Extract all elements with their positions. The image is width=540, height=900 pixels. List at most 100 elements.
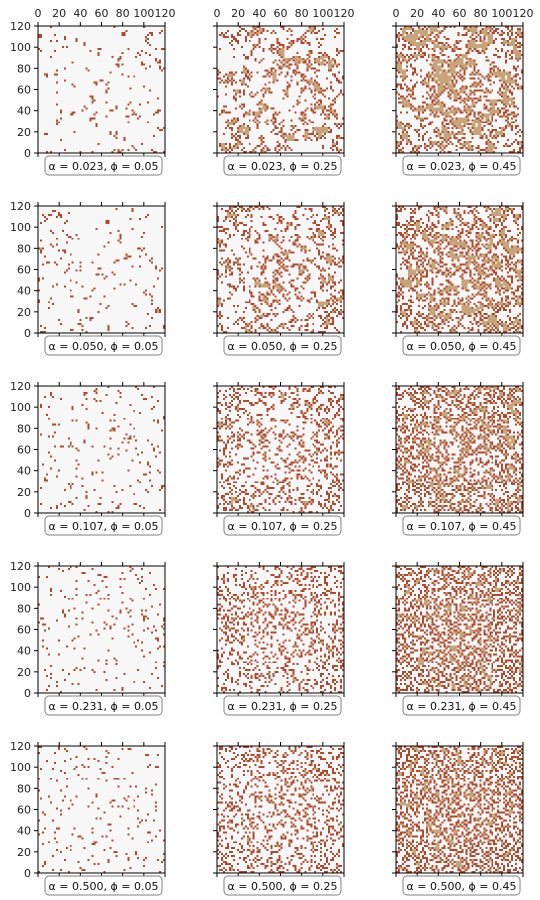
y-tick-label: 60 bbox=[17, 624, 31, 637]
y-tick-label: 120 bbox=[10, 560, 31, 573]
y-tick-label: 20 bbox=[17, 486, 31, 499]
lattice-heatmap-image bbox=[396, 206, 523, 333]
y-tick-label: 60 bbox=[17, 444, 31, 457]
panel-label: α = 0.107, ϕ = 0.45 bbox=[407, 520, 517, 533]
lattice-heatmap-image bbox=[217, 206, 344, 333]
x-tick-label: 0 bbox=[35, 7, 42, 20]
lattice-heatmap-image bbox=[396, 566, 523, 693]
x-tick-label: 100 bbox=[312, 7, 333, 20]
panel-label: α = 0.231, ϕ = 0.05 bbox=[49, 700, 159, 713]
panel-label: α = 0.023, ϕ = 0.05 bbox=[49, 160, 159, 173]
panel-label-box bbox=[44, 695, 163, 716]
panel-label-box bbox=[44, 515, 163, 536]
y-tick-label: 80 bbox=[17, 602, 31, 615]
lattice-panel: 0 20 40 60 80 100 120 α = 0.023, ϕ = 0.25 bbox=[213, 7, 355, 176]
panel-label-box bbox=[402, 515, 521, 536]
y-tick-label: 100 bbox=[10, 41, 31, 54]
lattice-panel: α = 0.231, ϕ = 0.25 bbox=[213, 562, 345, 716]
lattice-heatmap-image bbox=[38, 386, 165, 513]
y-tick-label: 40 bbox=[17, 285, 31, 298]
panel-label: α = 0.500, ϕ = 0.25 bbox=[228, 880, 338, 893]
y-tick-label: 120 bbox=[10, 200, 31, 213]
panel-label-box bbox=[223, 695, 342, 716]
x-tick-label: 60 bbox=[95, 7, 109, 20]
lattice-panel: α = 0.500, ϕ = 0.45 bbox=[392, 742, 524, 896]
panel-label: α = 0.500, ϕ = 0.45 bbox=[407, 880, 517, 893]
panel-label-box bbox=[223, 515, 342, 536]
lattice-heatmap-image bbox=[217, 26, 344, 153]
y-tick-label: 60 bbox=[17, 804, 31, 817]
x-tick-label: 100 bbox=[133, 7, 154, 20]
y-tick-label: 0 bbox=[24, 507, 31, 520]
y-tick-label: 100 bbox=[10, 401, 31, 414]
panel-label: α = 0.050, ϕ = 0.25 bbox=[228, 340, 338, 353]
lattice-panel: α = 0.231, ϕ = 0.45 bbox=[392, 562, 524, 716]
lattice-panel: 0 20 40 60 80 100 120 α = 0.023, ϕ = 0.45 bbox=[392, 7, 534, 176]
y-tick-label: 20 bbox=[17, 306, 31, 319]
panel-label: α = 0.023, ϕ = 0.45 bbox=[407, 160, 517, 173]
lattice-panel: α = 0.107, ϕ = 0.45 bbox=[392, 382, 524, 536]
x-tick-label: 40 bbox=[252, 7, 266, 20]
panel-label: α = 0.050, ϕ = 0.05 bbox=[49, 340, 159, 353]
y-tick-label: 40 bbox=[17, 105, 31, 118]
panel-label-box bbox=[223, 335, 342, 356]
lattice-heatmap-image bbox=[38, 746, 165, 873]
x-tick-label: 120 bbox=[155, 7, 176, 20]
y-tick-label: 120 bbox=[10, 740, 31, 753]
x-tick-label: 20 bbox=[410, 7, 424, 20]
y-tick-label: 80 bbox=[17, 242, 31, 255]
x-tick-label: 0 bbox=[214, 7, 221, 20]
lattice-panel: 0 20 40 60 80 100 120 α = 0.050, ϕ = 0.05 bbox=[10, 200, 166, 356]
panel-label-box bbox=[402, 695, 521, 716]
y-tick-label: 100 bbox=[10, 581, 31, 594]
panel-label-box bbox=[402, 155, 521, 176]
lattice-heatmap-image bbox=[217, 746, 344, 873]
lattice-heatmap-image bbox=[396, 386, 523, 513]
lattice-panel: α = 0.050, ϕ = 0.45 bbox=[392, 202, 524, 356]
panel-label: α = 0.231, ϕ = 0.25 bbox=[228, 700, 338, 713]
lattice-panel: α = 0.500, ϕ = 0.25 bbox=[213, 742, 345, 896]
y-tick-label: 60 bbox=[17, 84, 31, 97]
y-tick-label: 0 bbox=[24, 147, 31, 160]
lattice-heatmap-image bbox=[396, 26, 523, 153]
panel-label: α = 0.500, ϕ = 0.05 bbox=[49, 880, 159, 893]
x-tick-label: 40 bbox=[431, 7, 445, 20]
lattice-heatmap-image bbox=[38, 206, 165, 333]
panel-label: α = 0.050, ϕ = 0.45 bbox=[407, 340, 517, 353]
panel-label: α = 0.023, ϕ = 0.25 bbox=[228, 160, 338, 173]
panel-label: α = 0.107, ϕ = 0.05 bbox=[49, 520, 159, 533]
lattice-panel: α = 0.107, ϕ = 0.25 bbox=[213, 382, 345, 536]
panel-label-box bbox=[44, 875, 163, 896]
y-tick-label: 20 bbox=[17, 126, 31, 139]
panel-label-box bbox=[223, 155, 342, 176]
lattice-panel: α = 0.050, ϕ = 0.25 bbox=[213, 202, 345, 356]
x-tick-label: 80 bbox=[116, 7, 130, 20]
panel-label-box bbox=[402, 335, 521, 356]
lattice-heatmap-image bbox=[217, 386, 344, 513]
lattice-heatmap-image bbox=[38, 26, 165, 153]
lattice-heatmap-image bbox=[217, 566, 344, 693]
lattice-panel: 0 20 40 60 80 100 120 α = 0.107, ϕ = 0.05 bbox=[10, 380, 166, 536]
y-tick-label: 100 bbox=[10, 761, 31, 774]
y-tick-label: 40 bbox=[17, 645, 31, 658]
x-tick-label: 120 bbox=[513, 7, 534, 20]
y-tick-label: 40 bbox=[17, 825, 31, 838]
lattice-panel: 0 20 40 60 80 100 120 α = 0.500, ϕ = 0.05 bbox=[10, 740, 166, 896]
y-tick-label: 80 bbox=[17, 62, 31, 75]
x-tick-label: 80 bbox=[295, 7, 309, 20]
y-tick-label: 60 bbox=[17, 264, 31, 277]
y-tick-label: 100 bbox=[10, 221, 31, 234]
x-tick-label: 80 bbox=[474, 7, 488, 20]
lattice-heatmap-image bbox=[38, 566, 165, 693]
x-tick-label: 40 bbox=[73, 7, 87, 20]
x-tick-label: 20 bbox=[52, 7, 66, 20]
y-tick-label: 0 bbox=[24, 867, 31, 880]
panel-label-box bbox=[223, 875, 342, 896]
lattice-panel: 0 20 40 60 80 100 120 α = 0.231, ϕ = 0.05 bbox=[10, 560, 166, 716]
x-tick-label: 60 bbox=[453, 7, 467, 20]
x-tick-label: 100 bbox=[491, 7, 512, 20]
y-tick-label: 0 bbox=[24, 327, 31, 340]
lattice-heatmap-image bbox=[396, 746, 523, 873]
x-tick-label: 120 bbox=[334, 7, 355, 20]
